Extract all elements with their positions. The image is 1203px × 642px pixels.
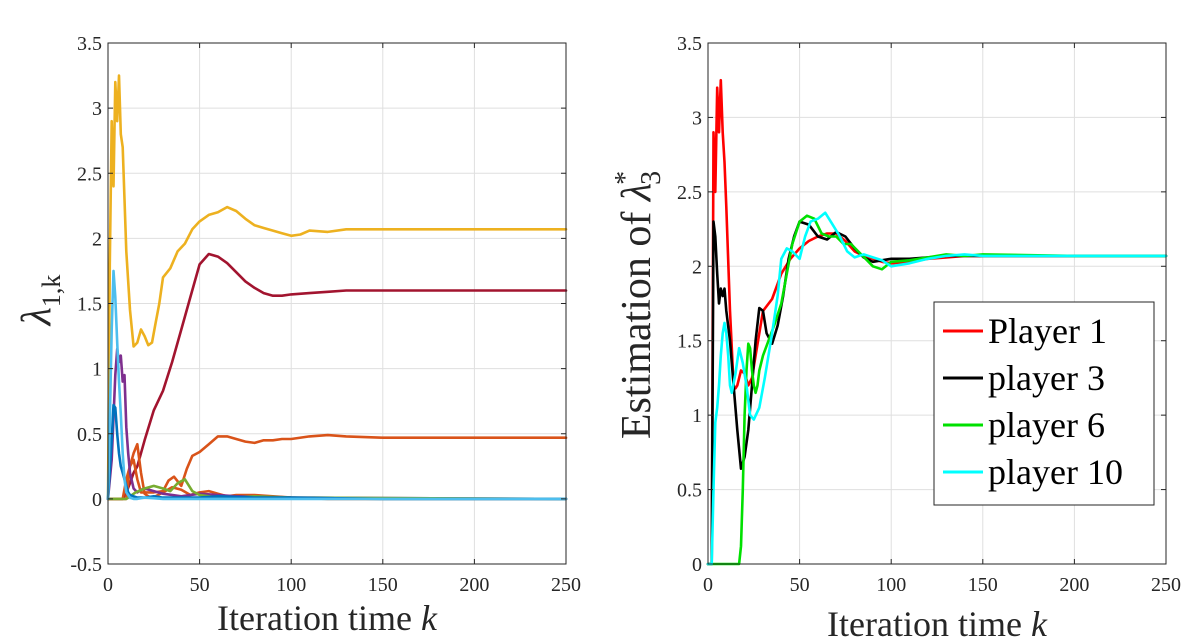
left-series-group bbox=[106, 74, 568, 501]
left-x-ticks: 0 50 100 150 200 250 bbox=[103, 43, 581, 596]
right-series-line-player-10 bbox=[706, 211, 1168, 566]
right-plot-frame bbox=[707, 42, 1167, 565]
legend-label-player-1: Player 1 bbox=[988, 311, 1107, 351]
left-y-tick-label: 3 bbox=[92, 98, 102, 120]
left-chart: 0 50 100 150 200 250 -0.500.511.522.533.5 Ite… bbox=[14, 33, 581, 638]
left-x-tick-label: 250 bbox=[551, 574, 581, 596]
right-y-tick-label: 0.5 bbox=[677, 480, 702, 502]
left-x-tick-label: 0 bbox=[103, 574, 113, 596]
left-series-line-orange bbox=[106, 433, 568, 501]
right-x-tick-label: 200 bbox=[1059, 574, 1089, 596]
left-x-tick-label: 100 bbox=[276, 574, 306, 596]
right-y-tick-label: 2 bbox=[692, 256, 702, 278]
right-series-line-player-3 bbox=[706, 220, 1168, 566]
legend-label-player-10: player 10 bbox=[988, 452, 1123, 492]
left-series-line-blue bbox=[106, 403, 568, 501]
right-y-tick-label: 3.5 bbox=[677, 33, 702, 55]
left-y-tick-label: -0.5 bbox=[70, 554, 102, 576]
left-series-line-light-blue bbox=[106, 269, 568, 501]
right-y-tick-label: 1.5 bbox=[677, 331, 702, 353]
right-x-ticks: 0 50 100 150 200 250 bbox=[703, 43, 1181, 596]
right-y-ticks: 0 0.5 1 1.5 2 2.5 3 3.5 bbox=[677, 33, 1166, 576]
right-x-tick-label: 0 bbox=[703, 574, 713, 596]
right-y-tick-label: 1 bbox=[692, 405, 702, 427]
right-x-tick-label: 250 bbox=[1151, 574, 1181, 596]
left-y-tick-label: 0 bbox=[92, 489, 102, 511]
right-x-axis-label: Iteration time k bbox=[827, 604, 1048, 642]
legend: Player 1 player 3 player 6 player 10 bbox=[933, 301, 1155, 506]
right-y-tick-label: 3 bbox=[692, 107, 702, 129]
right-chart: 0 50 100 150 200 250 0 0.5 1 1.5 2 2.5 3 3.5 Iterati… bbox=[610, 33, 1181, 642]
left-y-tick-label: 3.5 bbox=[77, 33, 102, 55]
right-y-tick-label: 0 bbox=[692, 554, 702, 576]
left-x-tick-label: 50 bbox=[190, 574, 210, 596]
right-series-line-player-6 bbox=[706, 214, 1168, 566]
legend-label-player-3: player 3 bbox=[988, 358, 1105, 398]
left-y-tick-label: 1 bbox=[92, 359, 102, 381]
legend-label-player-6: player 6 bbox=[988, 405, 1105, 445]
left-x-axis-label: Iteration time k bbox=[217, 598, 438, 638]
right-y-axis-label: Estimation of λ3* bbox=[610, 171, 667, 439]
left-y-axis-label: λ1,k bbox=[14, 275, 66, 328]
right-series-group bbox=[706, 78, 1168, 566]
left-y-tick-label: 1.5 bbox=[77, 294, 102, 316]
left-y-ticks: -0.5 0 0.5 1 1.5 2 2.5 3 3.5 bbox=[70, 33, 566, 576]
right-x-tick-label: 50 bbox=[790, 574, 810, 596]
left-series-line-yellow bbox=[106, 74, 568, 501]
right-x-tick-label: 150 bbox=[968, 574, 998, 596]
right-x-tick-label: 100 bbox=[876, 574, 906, 596]
right-series-line-player-1 bbox=[706, 78, 1168, 566]
left-y-tick-label: 2 bbox=[92, 228, 102, 250]
left-x-tick-label: 150 bbox=[368, 574, 398, 596]
left-y-tick-label: 2.5 bbox=[77, 163, 102, 185]
right-y-tick-label: 2.5 bbox=[677, 182, 702, 204]
left-y-tick-label: 0.5 bbox=[77, 424, 102, 446]
left-x-tick-label: 200 bbox=[459, 574, 489, 596]
